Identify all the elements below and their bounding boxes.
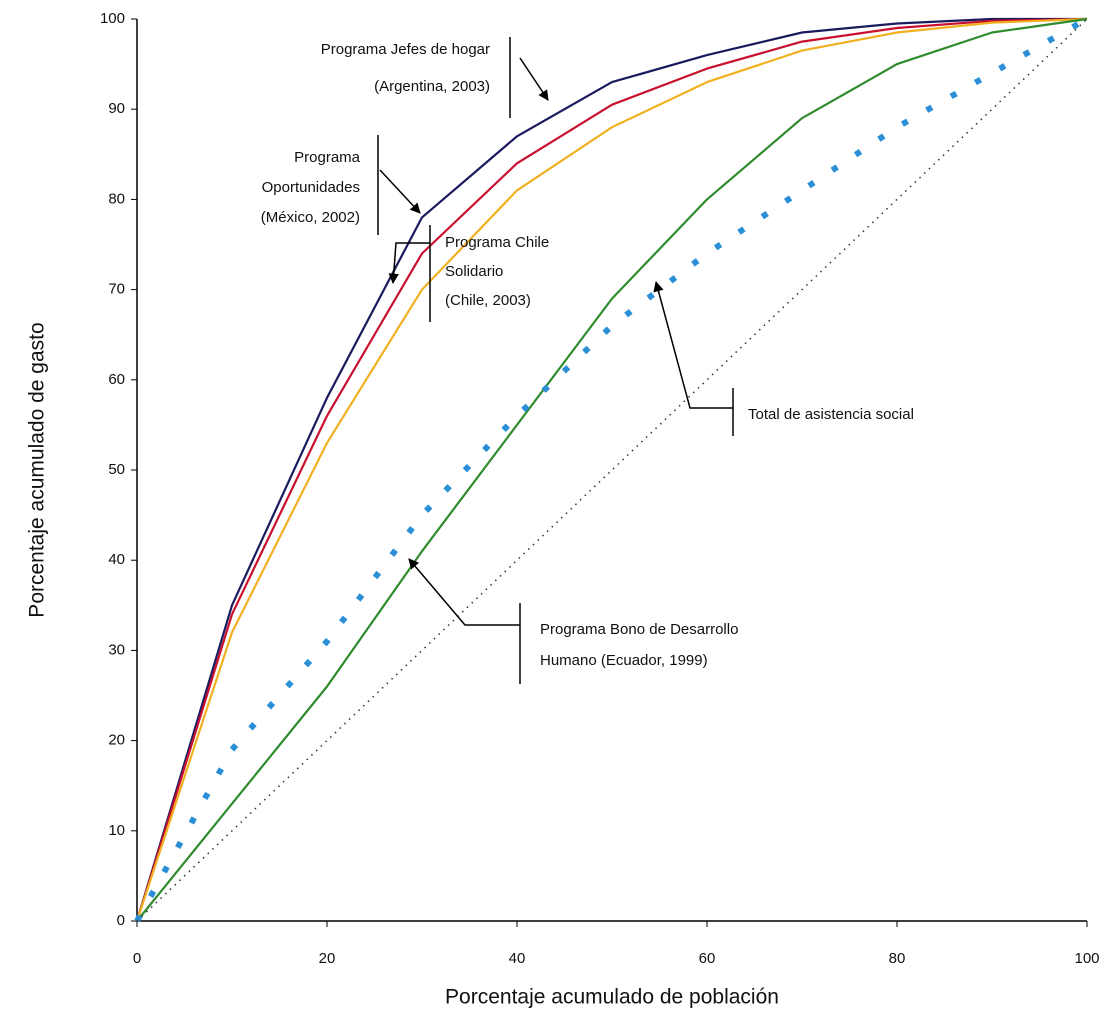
y-tick-label: 40 xyxy=(108,551,125,568)
x-tick-label: 20 xyxy=(319,950,336,967)
annotation: Programa Chile xyxy=(445,234,549,251)
series-line xyxy=(136,17,1088,922)
annotation: Oportunidades xyxy=(262,179,360,196)
y-tick-label: 90 xyxy=(108,100,125,117)
annotation: (Argentina, 2003) xyxy=(374,78,490,95)
y-tick-label: 80 xyxy=(108,190,125,207)
annotation-arrow xyxy=(519,57,549,101)
y-tick-label: 50 xyxy=(108,461,125,478)
series-line xyxy=(136,18,1088,922)
annotation-arrow xyxy=(653,280,733,409)
annotation: Humano (Ecuador, 1999) xyxy=(540,652,708,669)
annotation-arrow xyxy=(408,558,520,626)
x-tick-label: 80 xyxy=(889,950,906,967)
y-tick-label: 100 xyxy=(100,10,125,27)
y-tick-label: 0 xyxy=(117,912,125,929)
annotation: (Chile, 2003) xyxy=(445,292,531,309)
annotation-arrow xyxy=(379,169,421,214)
x-tick-label: 40 xyxy=(509,950,526,967)
series-line xyxy=(135,17,1088,922)
x-tick-label: 100 xyxy=(1074,950,1099,967)
x-tick-label: 0 xyxy=(133,950,141,967)
series-line xyxy=(134,16,1089,923)
y-tick-label: 70 xyxy=(108,281,125,298)
annotation: Programa Bono de Desarrollo xyxy=(540,621,738,638)
series-line xyxy=(135,17,1088,922)
annotation: Solidario xyxy=(445,263,503,280)
annotation: (México, 2002) xyxy=(261,209,360,226)
y-tick-label: 20 xyxy=(108,732,125,749)
y-tick-label: 60 xyxy=(108,371,125,388)
y-axis-label: Porcentaje acumulado de gasto xyxy=(26,322,49,617)
annotation: Total de asistencia social xyxy=(748,406,914,423)
y-tick-label: 10 xyxy=(108,822,125,839)
x-tick-label: 60 xyxy=(699,950,716,967)
x-axis-label: Porcentaje acumulado de población xyxy=(445,986,779,1009)
annotation: Programa xyxy=(294,149,361,166)
series-line xyxy=(135,17,1087,922)
annotation-arrow xyxy=(388,242,430,285)
y-tick-label: 30 xyxy=(108,641,125,658)
annotation: Programa Jefes de hogar xyxy=(321,41,490,58)
